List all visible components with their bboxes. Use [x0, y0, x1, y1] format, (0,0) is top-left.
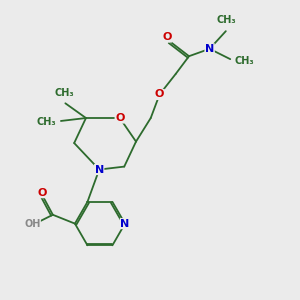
Text: CH₃: CH₃	[54, 88, 74, 98]
Text: CH₃: CH₃	[36, 117, 56, 128]
Text: CH₃: CH₃	[235, 56, 254, 66]
Text: OH: OH	[24, 219, 40, 229]
Text: O: O	[162, 32, 172, 42]
Text: CH₃: CH₃	[216, 15, 236, 25]
Text: N: N	[205, 44, 214, 54]
Text: O: O	[155, 89, 164, 100]
Text: N: N	[120, 219, 130, 229]
Text: O: O	[115, 113, 124, 123]
Text: N: N	[94, 164, 104, 175]
Text: O: O	[38, 188, 47, 198]
